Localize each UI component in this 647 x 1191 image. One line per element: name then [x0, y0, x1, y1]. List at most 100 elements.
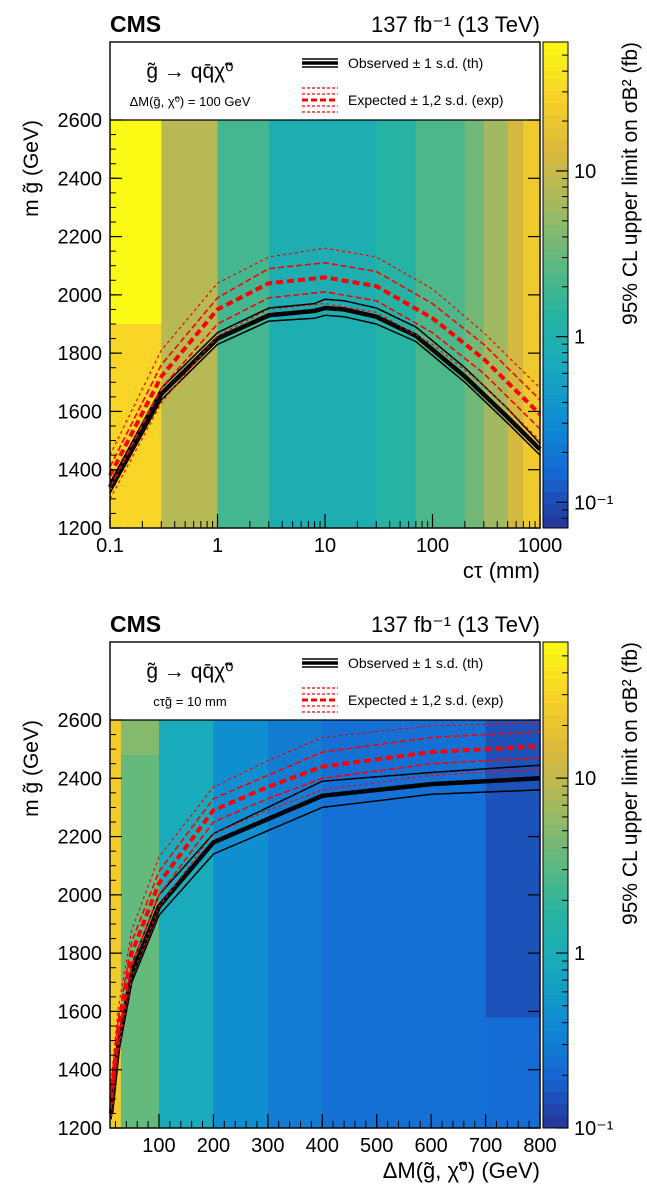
- color-bar-step: [543, 151, 568, 164]
- y-tick-label: 2200: [58, 827, 103, 849]
- color-bar: 10⁻¹ 1 10: [542, 641, 614, 1140]
- color-bar-step: [543, 127, 568, 140]
- process-label: g̃ → qq̄χ̃⁰: [146, 60, 233, 83]
- color-bar-step: [543, 66, 568, 79]
- curve-expected-1-s-d-: [110, 730, 541, 1091]
- color-bar-step: [543, 418, 568, 432]
- heatmap-cell: [485, 720, 541, 1018]
- z-tick-label: 10: [574, 768, 596, 790]
- color-bar-step: [543, 78, 568, 92]
- color-bar-step: [543, 824, 568, 837]
- color-bar-step: [543, 272, 568, 286]
- limit-curves: [108, 247, 542, 500]
- color-bar-step: [543, 455, 568, 468]
- color-bar-step: [543, 406, 568, 420]
- color-bar-step: [543, 187, 568, 201]
- x-tick-label: 1000: [518, 535, 563, 557]
- color-bar-step: [543, 370, 568, 383]
- y-tick-label: 1800: [58, 943, 103, 965]
- color-bar-step: [543, 139, 568, 152]
- y-tick-label: 2000: [58, 285, 103, 307]
- x-tick-label: 200: [197, 1135, 230, 1157]
- heatmap-cell: [507, 120, 524, 529]
- color-bar-step: [543, 727, 568, 740]
- color-bar-step: [543, 199, 568, 213]
- heatmap-cell: [158, 720, 215, 1129]
- x-axis-title: cτ (mm): [463, 558, 540, 583]
- heatmap-cell: [161, 120, 219, 529]
- heatmap-cell: [268, 120, 377, 529]
- color-bar-step: [543, 479, 568, 493]
- color-bar-step: [543, 702, 568, 716]
- color-bar-step: [543, 921, 568, 935]
- curve-observed-1-s-d-: [110, 789, 541, 1120]
- color-bar-step: [543, 491, 568, 505]
- color-bar-step: [543, 642, 568, 655]
- heatmap: [110, 120, 541, 529]
- legend: Observed ± 1 s.d. (th) Expected ± 1,2 s.d…: [302, 55, 504, 113]
- legend-observed-label: Observed ± 1 s.d. (th): [348, 655, 483, 671]
- x-tick-label: 10: [314, 535, 336, 557]
- color-bar-step: [543, 321, 568, 335]
- color-bar-step: [543, 739, 568, 752]
- y-tick-label: 1200: [58, 1118, 103, 1140]
- y-tick-label: 1800: [58, 343, 103, 365]
- color-bar-step: [543, 236, 568, 250]
- x-tick-label: 1: [212, 535, 223, 557]
- x-tick-label: 500: [360, 1135, 393, 1157]
- color-bar-step: [543, 799, 568, 813]
- legend-expected-label: Expected ± 1,2 s.d. (exp): [348, 92, 504, 108]
- color-bar-step: [543, 885, 568, 898]
- color-bar-step: [543, 212, 568, 225]
- color-bar-step: [543, 945, 568, 959]
- color-bar-step: [543, 394, 568, 407]
- z-tick-label: 10⁻¹: [574, 1118, 614, 1140]
- color-bar-step: [543, 309, 568, 322]
- color-bar-step: [543, 909, 568, 922]
- color-bar: 10⁻¹ 1 10: [542, 41, 614, 529]
- y-tick-label: 2600: [58, 710, 103, 732]
- color-bar-step: [543, 654, 568, 667]
- curve-expected-1-s-d-: [110, 757, 541, 1108]
- x-tick-label: 700: [469, 1135, 502, 1157]
- y-axis-title: m g̃ (GeV): [20, 720, 43, 817]
- color-bar-step: [543, 1006, 568, 1020]
- z-tick-label: 1: [574, 943, 585, 965]
- x-tick-label: 400: [306, 1135, 339, 1157]
- color-bar-step: [543, 102, 568, 116]
- curve-expected-2-s-d-: [110, 722, 541, 1082]
- color-bar-step: [543, 763, 568, 777]
- curve-observed: [108, 305, 542, 489]
- color-bar-frame: [542, 41, 569, 529]
- y-tick-label: 1600: [58, 1001, 103, 1023]
- curve-expected-2-s-d-: [109, 247, 541, 456]
- color-bar-step: [543, 714, 568, 728]
- curve-expected-1-s-d-: [109, 291, 541, 488]
- color-bar-step: [543, 1079, 568, 1093]
- color-bar-step: [543, 260, 568, 274]
- luminosity-label: 137 fb⁻¹ (13 TeV): [371, 12, 540, 37]
- color-bar-step: [543, 836, 568, 850]
- color-bar-step: [543, 775, 568, 789]
- heatmap: [110, 720, 541, 1129]
- heatmap-cell: [120, 720, 160, 756]
- color-bar-step: [543, 345, 568, 359]
- y-tick-label: 1400: [58, 460, 103, 482]
- color-bar-step: [543, 812, 568, 825]
- luminosity-label: 137 fb⁻¹ (13 TeV): [371, 612, 540, 637]
- z-tick-label: 1: [574, 327, 585, 349]
- y-axis-title: m g̃ (GeV): [20, 120, 43, 217]
- color-bar-step: [543, 1030, 568, 1044]
- color-bar-step: [543, 690, 568, 704]
- color-bar-step: [543, 678, 568, 692]
- color-bar-step: [543, 666, 568, 679]
- legend: Observed ± 1 s.d. (th) Expected ± 1,2 s.d…: [302, 655, 504, 713]
- color-bar-step: [543, 442, 568, 456]
- legend-expected-label: Expected ± 1,2 s.d. (exp): [348, 692, 504, 708]
- color-bar-step: [543, 114, 568, 128]
- color-bar-step: [543, 1091, 568, 1105]
- heatmap-cell: [110, 120, 162, 325]
- z-axis-title: 95% CL upper limit on σB² (fb): [619, 642, 642, 925]
- curve-observed-1-s-d-: [109, 298, 541, 484]
